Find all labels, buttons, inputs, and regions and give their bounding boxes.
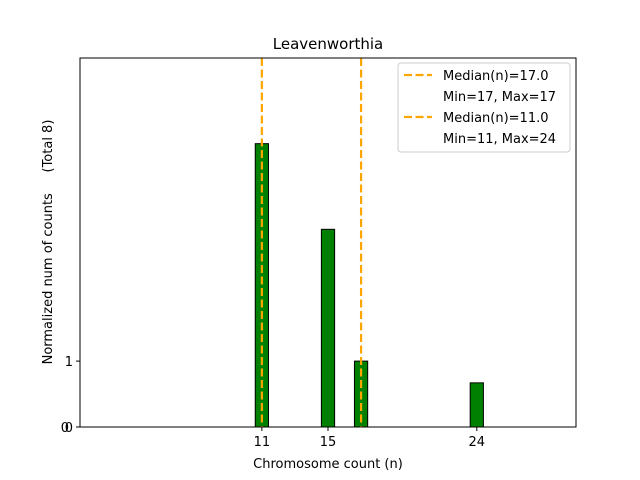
x-tick-label: 24 <box>469 435 486 450</box>
bar <box>320 228 336 428</box>
legend-entries: Median(n)=17.0 Min=17, Max=17 Median(n)=11… <box>404 69 556 147</box>
x-tick-label: 15 <box>320 435 337 450</box>
bar <box>469 382 484 428</box>
y-tick-label: 1 <box>65 355 73 370</box>
bars-layer <box>254 143 484 428</box>
y-axis-label: Normalized num of counts (Total 8) <box>41 120 56 365</box>
y-tick-label: 0 <box>65 421 73 436</box>
x-ticks-layer: 11 15 24 <box>254 427 485 450</box>
y-tick-label-outer: 0 <box>61 421 69 436</box>
y-ticks-layer: 0 1 0 <box>61 355 80 436</box>
legend-range-label: Min=11, Max=24 <box>443 132 556 147</box>
legend-median-label: Median(n)=17.0 <box>443 69 549 84</box>
legend: Median(n)=17.0 Min=17, Max=17 Median(n)=11… <box>397 62 571 153</box>
x-axis-label: Chromosome count (n) <box>253 457 403 472</box>
legend-median-label: Median(n)=11.0 <box>443 111 549 126</box>
legend-frame <box>397 62 571 153</box>
x-tick-label: 11 <box>254 435 271 450</box>
median-lines-layer <box>260 58 363 427</box>
legend-range-label: Min=17, Max=17 <box>443 90 556 105</box>
chart-title: Leavenworthia <box>273 35 384 53</box>
